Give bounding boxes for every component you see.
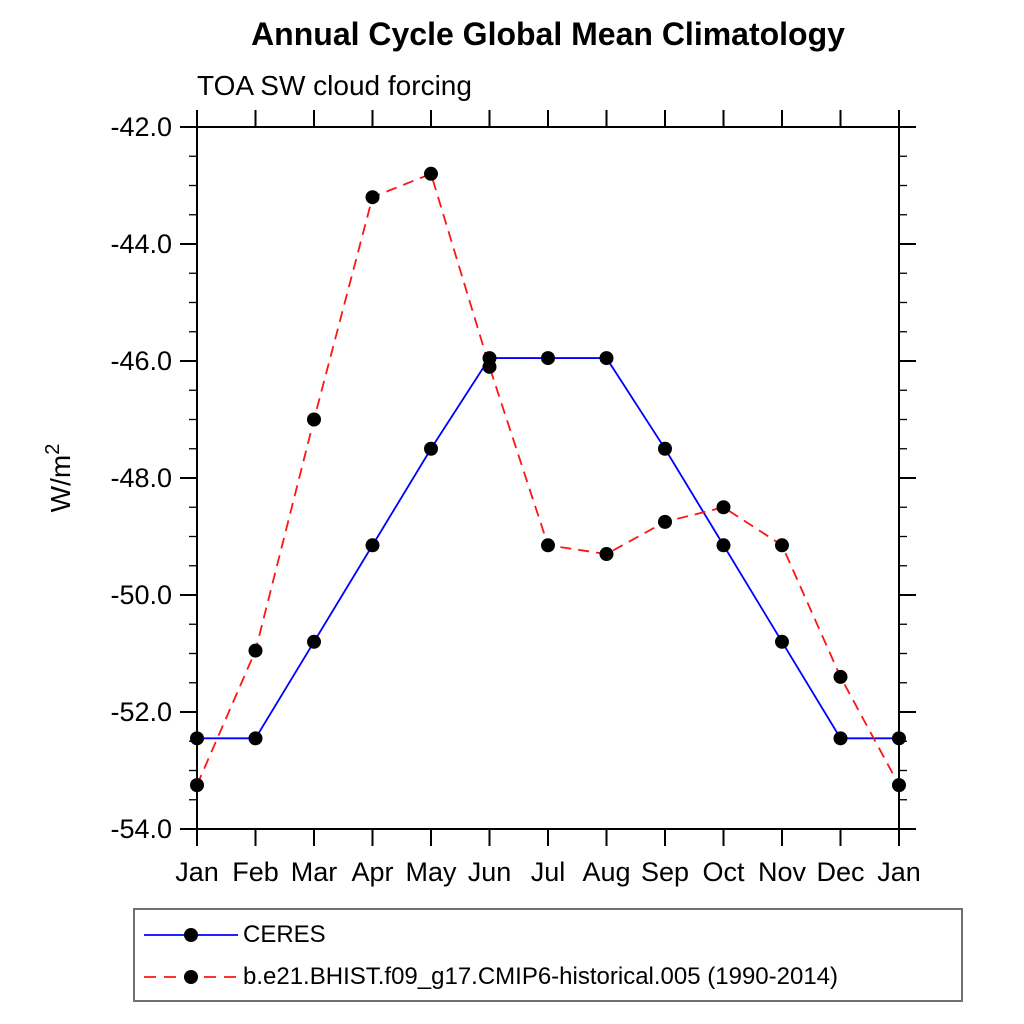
data-point-marker-0 [541, 351, 555, 366]
x-tick-label: Feb [232, 857, 279, 887]
data-point-marker-1 [775, 538, 789, 553]
y-tick-label: -46.0 [110, 346, 172, 376]
legend-line-sample-solid [144, 928, 238, 942]
x-tick-label: Jan [175, 857, 219, 887]
x-tick-label: Jan [877, 857, 921, 887]
data-point-marker-0 [190, 731, 204, 746]
data-point-marker-0 [599, 351, 614, 366]
data-point-marker-0 [716, 538, 731, 553]
axis-frame [196, 126, 900, 830]
x-tick-label: Dec [816, 857, 864, 887]
legend-marker-dot-icon [184, 970, 198, 984]
chart-subtitle: TOA SW cloud forcing [197, 70, 472, 101]
y-tick-label: -48.0 [110, 463, 172, 493]
legend-label-ceres: CERES [243, 921, 326, 948]
data-point-marker-0 [833, 731, 848, 746]
data-point-marker-1 [892, 778, 906, 793]
legend-marker-dot-icon [184, 928, 198, 942]
data-point-marker-1 [307, 412, 321, 427]
y-tick-label: -54.0 [110, 814, 172, 844]
y-axis-label: W/m2 [42, 444, 76, 513]
data-point-marker-1 [716, 500, 731, 515]
data-point-marker-1 [482, 359, 497, 374]
data-point-marker-0 [658, 441, 672, 456]
legend-label-model: b.e21.BHIST.f09_g17.CMIP6-historical.005… [243, 963, 839, 990]
x-tick-label: Jun [468, 857, 512, 887]
data-point-marker-1 [658, 514, 672, 529]
data-point-marker-1 [365, 190, 380, 205]
data-point-marker-0 [365, 538, 380, 553]
y-tick-label: -42.0 [110, 112, 172, 142]
y-tick-label: -44.0 [110, 229, 172, 259]
data-point-marker-1 [190, 778, 204, 793]
chart-title: Annual Cycle Global Mean Climatology [251, 16, 845, 52]
data-point-marker-0 [248, 731, 263, 746]
data-point-marker-1 [833, 669, 848, 684]
x-tick-label: Sep [641, 857, 689, 887]
x-tick-label: Apr [351, 857, 393, 887]
x-tick-label: Jul [531, 857, 566, 887]
y-tick-label: -52.0 [110, 697, 172, 727]
legend-line-sample-dashed [144, 970, 238, 984]
data-point-marker-0 [307, 634, 321, 649]
x-tick-label: Nov [758, 857, 807, 887]
data-point-marker-0 [775, 634, 789, 649]
data-point-marker-1 [599, 547, 614, 562]
data-point-marker-1 [424, 166, 438, 181]
data-point-marker-1 [248, 643, 263, 658]
data-point-marker-0 [892, 731, 906, 746]
legend-row-model: b.e21.BHIST.f09_g17.CMIP6-historical.005… [141, 956, 961, 998]
x-tick-label: Oct [702, 857, 745, 887]
series-line-1 [196, 172, 900, 786]
x-tick-label: Mar [291, 857, 338, 887]
data-point-marker-0 [424, 441, 438, 456]
data-point-marker-1 [541, 538, 555, 553]
legend-row-ceres: CERES [141, 914, 961, 956]
legend-box: CERES b.e21.BHIST.f09_g17.CMIP6-historic… [133, 908, 963, 1002]
x-tick-label: May [405, 857, 457, 887]
x-tick-label: Aug [582, 857, 630, 887]
y-tick-label: -50.0 [110, 580, 172, 610]
